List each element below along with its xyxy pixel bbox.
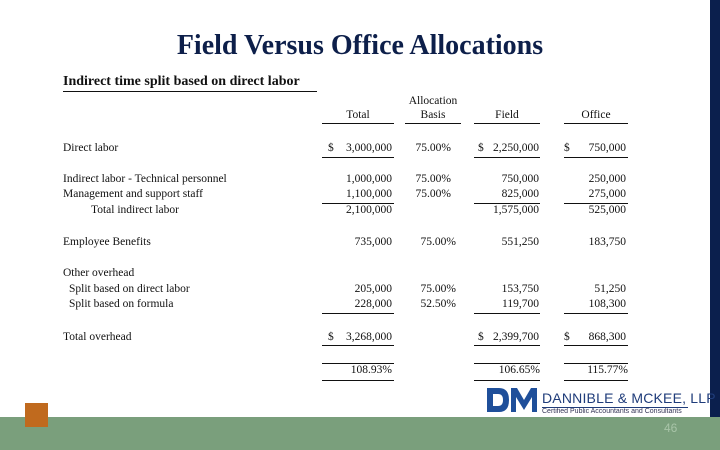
rule	[564, 363, 628, 364]
cell-mgmt-total: 1,100,000	[346, 188, 392, 200]
cell-splitdirect-office: 51,250	[594, 283, 626, 295]
cell-splitformula-office: 108,300	[588, 298, 626, 310]
rule	[474, 380, 540, 381]
page-number: 46	[664, 421, 678, 435]
cell-splitformula-field: 119,700	[502, 298, 539, 310]
cell-totoverhead-total: 3,268,000	[346, 331, 392, 343]
currency-symbol: $	[478, 331, 484, 343]
cell-mgmt-basis: 75.00%	[415, 188, 451, 200]
footer-bar	[0, 417, 720, 450]
allocation-table: Total Allocation Basis Field Office Dire…	[63, 95, 628, 381]
cell-direct-field: 2,250,000	[493, 142, 539, 154]
rule	[564, 345, 628, 346]
row-label-indirect-technical: Indirect labor - Technical personnel	[63, 173, 227, 185]
rule	[564, 380, 628, 381]
header-basis-line1: Allocation	[408, 95, 458, 107]
row-label-employee-benefits: Employee Benefits	[63, 236, 151, 248]
header-total: Total	[346, 109, 370, 121]
header-basis-line2: Basis	[420, 109, 446, 121]
header-rule-total	[322, 123, 394, 124]
cell-direct-basis: 75.00%	[415, 142, 451, 154]
cell-totind-office: 525,000	[588, 204, 626, 216]
header-rule-basis	[405, 123, 461, 124]
cell-totind-total: 2,100,000	[346, 204, 392, 216]
currency-symbol: $	[328, 142, 334, 154]
header-rule-office	[564, 123, 628, 124]
cell-totind-field: 1,575,000	[493, 204, 539, 216]
rule	[322, 380, 394, 381]
row-label-split-formula: Split based on formula	[69, 298, 174, 310]
row-label-total-indirect: Total indirect labor	[91, 204, 179, 216]
cell-benefits-field: 551,250	[501, 236, 539, 248]
table-subtitle: Indirect time split based on direct labo…	[63, 74, 300, 89]
cell-benefits-basis: 75.00%	[420, 236, 456, 248]
header-rule-field	[474, 123, 540, 124]
rule	[322, 313, 394, 314]
cell-indtech-office: 250,000	[588, 173, 626, 185]
header-field: Field	[495, 109, 519, 121]
cell-indtech-basis: 75.00%	[415, 173, 451, 185]
cell-rate-total: 108.93%	[350, 364, 392, 376]
row-label-total-overhead: Total overhead	[63, 331, 132, 343]
cell-rate-office: 115.77%	[587, 364, 628, 376]
cell-direct-office: 750,000	[588, 142, 626, 154]
rule	[564, 313, 628, 314]
cell-indtech-field: 750,000	[501, 173, 539, 185]
rule	[322, 157, 394, 158]
rule	[322, 203, 394, 204]
currency-symbol: $	[564, 142, 570, 154]
rule	[474, 203, 540, 204]
logo-underline	[542, 407, 688, 408]
header-office: Office	[581, 109, 611, 121]
cell-splitdirect-field: 153,750	[501, 283, 539, 295]
slide-title: Field Versus Office Allocations	[176, 30, 544, 61]
rule	[474, 345, 540, 346]
right-accent-bar	[710, 0, 720, 420]
cell-benefits-total: 735,000	[354, 236, 392, 248]
row-label-split-direct: Split based on direct labor	[69, 283, 190, 295]
row-label-other-overhead: Other overhead	[63, 267, 135, 279]
subtitle-underline	[63, 91, 317, 92]
cell-mgmt-field: 825,000	[501, 188, 539, 200]
rule	[474, 313, 540, 314]
rule	[564, 157, 628, 158]
cell-rate-field: 106.65%	[498, 364, 540, 376]
cell-direct-total: 3,000,000	[346, 142, 392, 154]
company-logo-tagline: Certified Public Accountants and Consult…	[542, 408, 682, 415]
cell-splitformula-basis: 52.50%	[420, 298, 456, 310]
row-label-management-support: Management and support staff	[63, 188, 203, 200]
rule	[474, 363, 540, 364]
cell-totoverhead-office: 868,300	[588, 331, 626, 343]
company-logo-name: DANNIBLE & MCKEE, LLP	[542, 390, 716, 406]
rule	[564, 203, 628, 204]
cell-splitdirect-basis: 75.00%	[420, 283, 456, 295]
rule	[474, 157, 540, 158]
cell-mgmt-office: 275,000	[588, 188, 626, 200]
cell-indtech-total: 1,000,000	[346, 173, 392, 185]
company-logo-mark	[487, 388, 537, 412]
rule	[322, 345, 394, 346]
accent-square	[25, 403, 48, 427]
cell-totoverhead-field: 2,399,700	[493, 331, 539, 343]
currency-symbol: $	[328, 331, 334, 343]
row-label-direct-labor: Direct labor	[63, 142, 119, 154]
cell-splitformula-total: 228,000	[354, 298, 392, 310]
currency-symbol: $	[564, 331, 570, 343]
currency-symbol: $	[478, 142, 484, 154]
cell-splitdirect-total: 205,000	[354, 283, 392, 295]
rule	[322, 363, 394, 364]
cell-benefits-office: 183,750	[588, 236, 626, 248]
